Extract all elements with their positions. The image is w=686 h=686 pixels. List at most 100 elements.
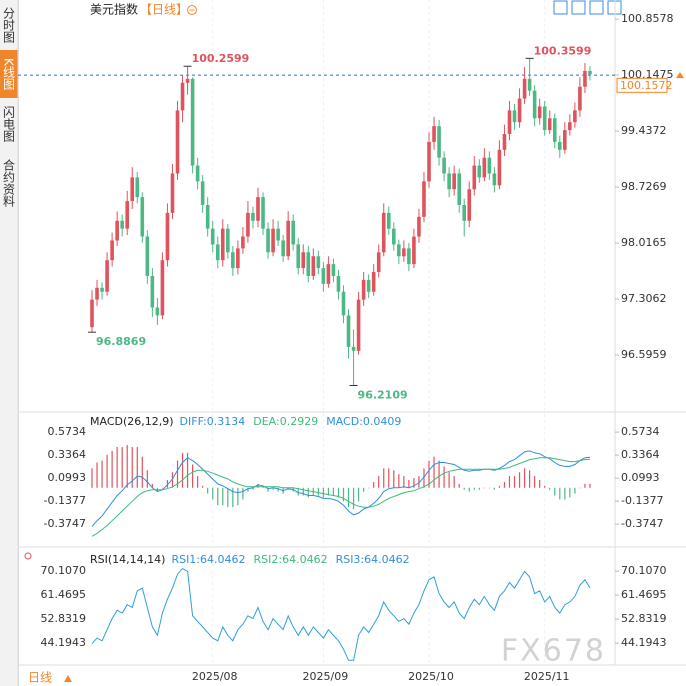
macd-bar [267, 487, 269, 492]
candle-body [286, 220, 290, 257]
sidebar-tab[interactable]: 闪电图 [1, 106, 16, 142]
candle-body [261, 197, 265, 229]
macd-bar [539, 480, 541, 488]
candle-body [105, 260, 109, 292]
macd-bar [302, 487, 304, 496]
candle-body [326, 264, 331, 284]
macd-bar [569, 487, 571, 498]
macd-bar [347, 487, 350, 508]
candle-body [482, 157, 487, 178]
macd-bar [518, 472, 521, 488]
candle-body [291, 220, 295, 245]
candle-body [568, 122, 572, 131]
y-tick-label-left: 0.3364 [48, 448, 87, 461]
candle-body [507, 110, 512, 135]
macd-bar [448, 472, 450, 488]
macd-bar [192, 464, 194, 488]
macd-bar [136, 447, 138, 488]
macd-bar [458, 483, 460, 488]
x-tick-label: 2025/08 [192, 670, 238, 683]
macd-bar [433, 456, 435, 488]
sidebar-tab[interactable]: 分时图 [1, 7, 16, 43]
extreme-label: 100.2599 [192, 52, 250, 65]
sidebar-tab[interactable]: 合约资料 [1, 159, 16, 207]
candle-body [422, 181, 426, 217]
candle-body [427, 141, 431, 182]
macd-bar [443, 466, 445, 488]
candle-body [542, 106, 547, 131]
macd-bar [106, 454, 108, 488]
settings-icon[interactable] [24, 552, 32, 560]
last-price-box [616, 77, 668, 93]
macd-bar [574, 487, 576, 494]
macd-bar [332, 487, 335, 496]
macd-bar [357, 487, 360, 502]
reference-marker [676, 72, 684, 79]
macd-bar [212, 487, 214, 500]
candle-body [517, 98, 522, 123]
candle-body [417, 216, 421, 237]
candle-body [392, 228, 396, 245]
macd-bar [232, 487, 234, 508]
y-tick-label: -0.3747 [621, 517, 663, 530]
macd-bar [166, 480, 169, 488]
y-tick-label: 44.1943 [621, 636, 667, 649]
macd-bar [277, 487, 279, 492]
tool-button[interactable] [571, 0, 586, 15]
candle-body [356, 299, 361, 351]
candle-body [316, 256, 321, 269]
macd-bar [373, 481, 375, 488]
macd-bar [473, 487, 475, 490]
period-toggle[interactable] [64, 675, 72, 682]
candle-body [150, 275, 155, 308]
macd-bar [498, 485, 501, 488]
macd-bar [151, 483, 153, 488]
candle-body [376, 252, 381, 273]
candle-body [578, 86, 582, 111]
candle-body [457, 173, 461, 205]
candle-body [210, 228, 215, 245]
macd-bar [126, 445, 128, 488]
candle-body [90, 299, 94, 328]
extreme-label: 100.3599 [534, 44, 592, 57]
candle-body [442, 157, 446, 174]
tool-button[interactable] [589, 0, 604, 15]
extreme-label: 96.2109 [358, 388, 408, 401]
footer-period[interactable]: 日线 [28, 671, 52, 685]
candle-body [371, 272, 376, 292]
y-tick-label-left: 61.4695 [41, 588, 87, 601]
candle-body [145, 236, 150, 276]
candle-body [361, 279, 366, 300]
y-tick-label-left: 44.1943 [41, 636, 87, 649]
legend-entry: RSI2:64.0462 [254, 553, 328, 566]
macd-bar [503, 481, 506, 488]
macd-bar [121, 447, 123, 488]
macd-bar [111, 450, 113, 488]
collapse-icon[interactable] [187, 5, 197, 15]
candle-body [236, 248, 240, 269]
sidebar-tab[interactable]: K线图 [0, 50, 18, 98]
y-tick-label: -0.1377 [621, 494, 663, 507]
candle-body [175, 110, 180, 174]
x-tick-label: 2025/10 [408, 670, 454, 683]
macd-bar [483, 487, 485, 489]
macd-bar [453, 476, 455, 488]
candle-body [215, 244, 220, 261]
tool-button[interactable] [553, 0, 568, 15]
y-tick-label-left: 0.5734 [48, 425, 87, 438]
y-tick-label: 52.8319 [621, 612, 667, 625]
indicator-line [91, 567, 591, 661]
macd-bar [393, 470, 395, 488]
candle-body [552, 118, 557, 142]
macd-bar [564, 487, 566, 500]
candle-body [487, 157, 492, 174]
candle-body [160, 260, 165, 316]
macd-bar [247, 487, 249, 492]
candle-body [397, 244, 401, 257]
candle-body [125, 201, 130, 229]
last-price-label: 100.1572 [620, 79, 673, 92]
macd-bar [378, 476, 380, 488]
macd-bar [181, 452, 184, 488]
candle-body [170, 173, 175, 213]
